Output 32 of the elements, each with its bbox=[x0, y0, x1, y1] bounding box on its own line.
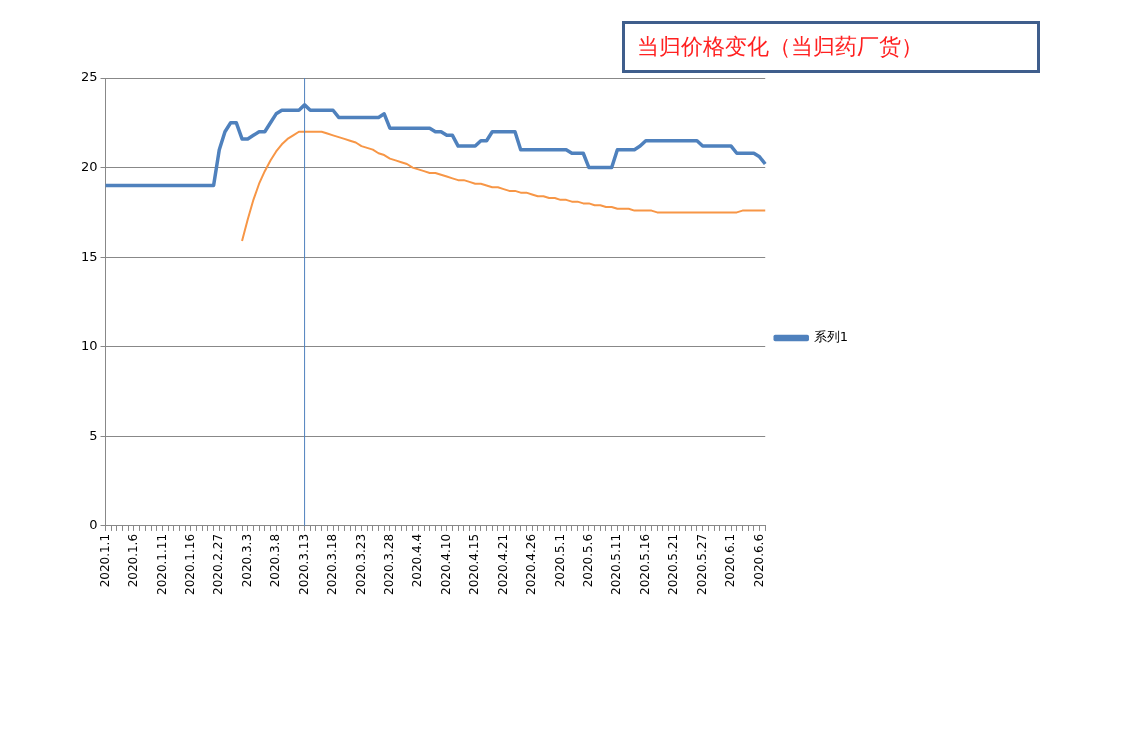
x-tick-label: 2020.5.11 bbox=[609, 533, 624, 596]
x-tick-label: 2020.4.10 bbox=[438, 533, 453, 596]
x-tick-label: 2020.3.8 bbox=[268, 533, 283, 588]
x-tick-label: 2020.1.6 bbox=[126, 533, 141, 588]
x-tick-label: 2020.3.13 bbox=[296, 533, 311, 596]
x-tick-label: 2020.3.28 bbox=[382, 533, 397, 596]
x-tick-label: 2020.5.1 bbox=[552, 533, 567, 588]
x-tick-label: 2020.3.3 bbox=[239, 533, 254, 588]
x-tick-label: 2020.1.11 bbox=[154, 533, 169, 596]
x-tick-label: 2020.4.21 bbox=[495, 533, 510, 596]
y-tick-label: 5 bbox=[89, 427, 98, 443]
chart-title: 当归价格变化（当归药厂货） bbox=[622, 21, 1040, 73]
x-tick-label: 2020.5.6 bbox=[581, 533, 596, 588]
x-tick-label: 2020.3.18 bbox=[325, 533, 340, 596]
x-tick-label: 2020.4.4 bbox=[410, 533, 425, 588]
y-tick-label: 25 bbox=[81, 69, 98, 85]
y-tick-label: 0 bbox=[89, 517, 98, 533]
x-tick-label: 2020.4.15 bbox=[467, 533, 482, 596]
x-tick-label: 2020.4.26 bbox=[524, 533, 539, 596]
y-tick-label: 15 bbox=[81, 248, 98, 264]
y-tick-label: 10 bbox=[81, 338, 98, 354]
x-tick-label: 2020.6.1 bbox=[723, 533, 738, 588]
x-tick-label: 2020.1.16 bbox=[182, 533, 197, 596]
x-tick-label: 2020.1.1 bbox=[97, 533, 112, 588]
y-tick-label: 20 bbox=[81, 158, 98, 174]
x-tick-label: 2020.6.6 bbox=[751, 533, 766, 588]
x-tick-label: 2020.5.21 bbox=[666, 533, 681, 596]
x-tick-label: 2020.2.27 bbox=[211, 533, 226, 596]
x-tick-label: 2020.5.27 bbox=[694, 533, 709, 596]
x-tick-label: 2020.3.23 bbox=[353, 533, 368, 596]
x-tick-label: 2020.5.16 bbox=[637, 533, 652, 596]
legend-label: 系列1 bbox=[813, 329, 849, 345]
